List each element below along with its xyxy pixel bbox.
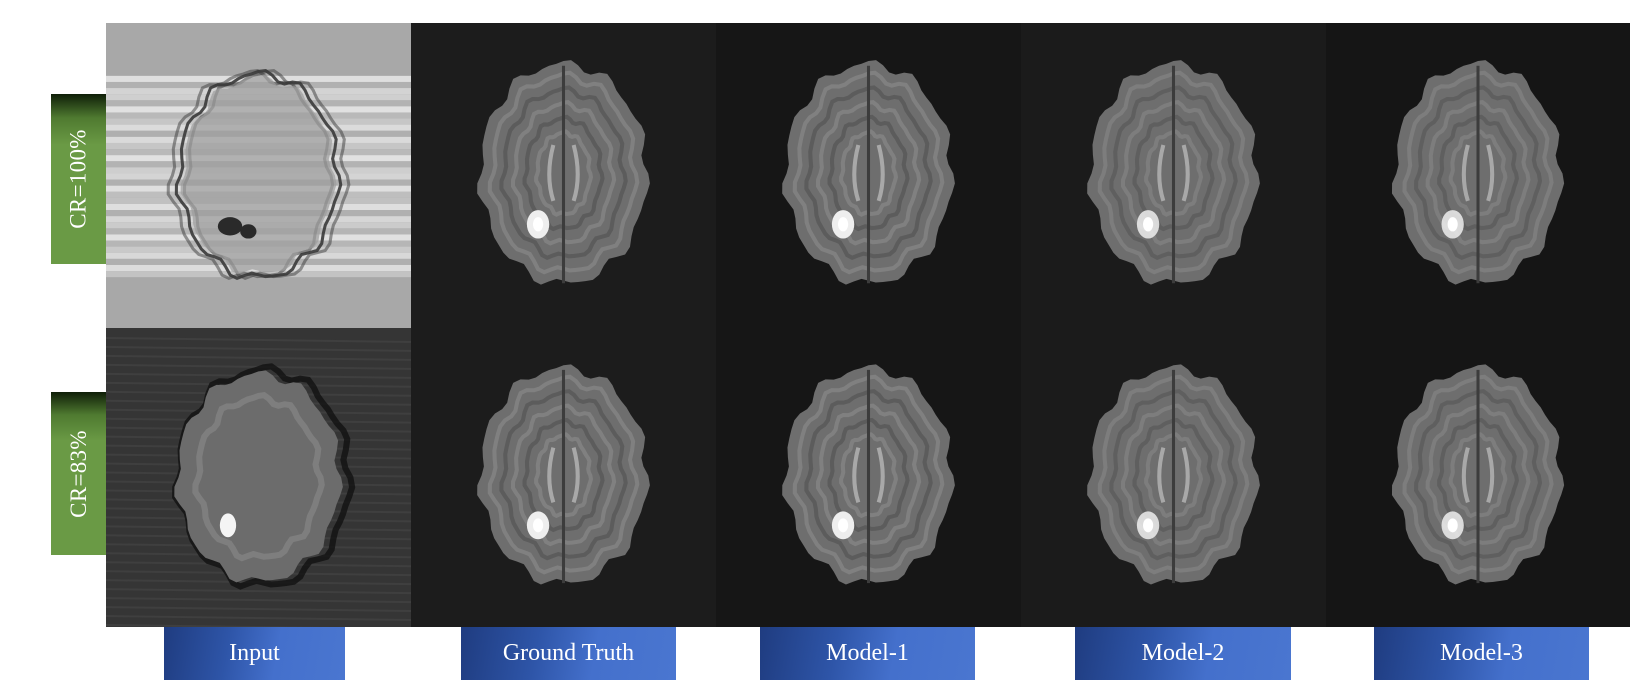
mri-model-3-row-2	[1326, 328, 1630, 627]
mri-ground-truth-row-1	[411, 23, 716, 328]
row-label-cr-83: CR=83%	[51, 392, 106, 555]
mri-image-grid	[106, 23, 1630, 627]
column-label-input: Input	[164, 627, 345, 680]
mri-input-row-1	[106, 23, 411, 328]
mri-model-1-row-1	[716, 23, 1021, 328]
column-label-model-3: Model-3	[1374, 627, 1589, 680]
row-label-cr-100: CR=100%	[51, 94, 106, 264]
mri-model-1-row-2	[716, 328, 1021, 627]
mri-ground-truth-row-2	[411, 328, 716, 627]
mri-input-row-2	[106, 328, 411, 627]
row-label-text: CR=83%	[65, 429, 91, 518]
mri-model-2-row-2	[1021, 328, 1326, 627]
mri-model-3-row-1	[1326, 23, 1630, 328]
column-label-model-1: Model-1	[760, 627, 975, 680]
row-label-text: CR=100%	[65, 129, 91, 229]
mri-model-2-row-1	[1021, 23, 1326, 328]
column-label-model-2: Model-2	[1075, 627, 1291, 680]
column-label-ground-truth: Ground Truth	[461, 627, 676, 680]
